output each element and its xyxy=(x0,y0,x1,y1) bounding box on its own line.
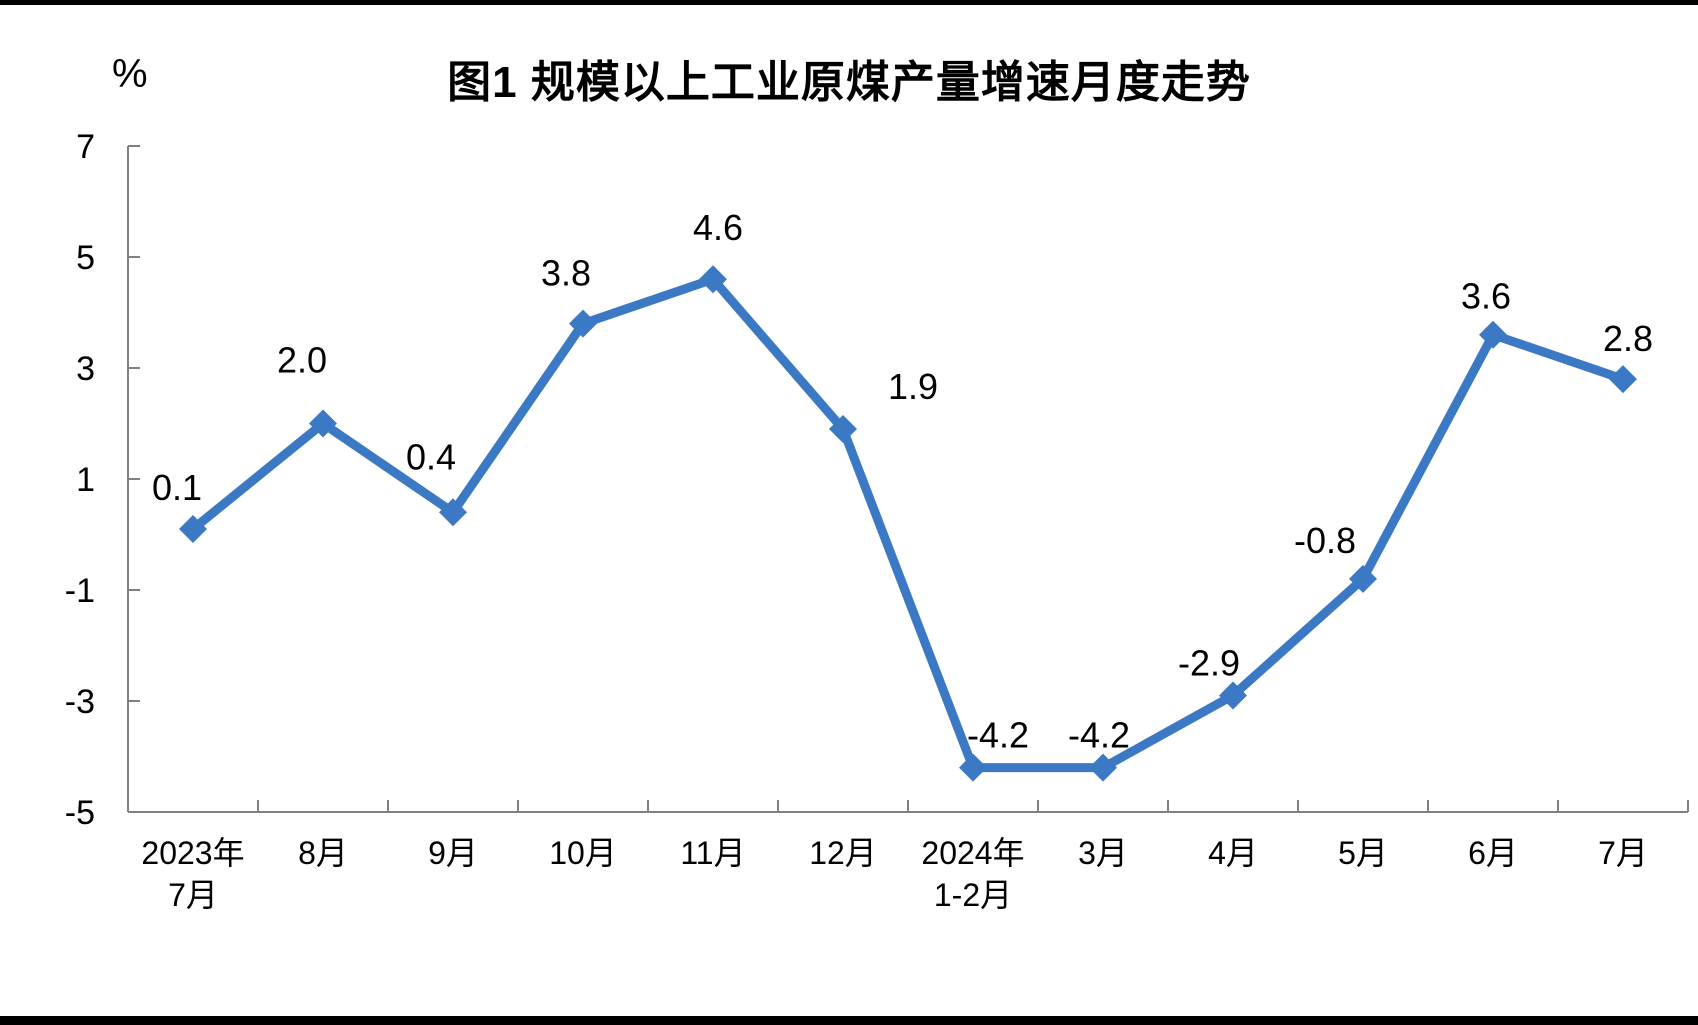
y-axis-labels: 7 5 3 1 -1 -3 -5 xyxy=(65,128,95,832)
data-label: 3.8 xyxy=(541,253,591,294)
x-tick-label: 10月 xyxy=(549,835,617,871)
x-tick-label: 4月 xyxy=(1208,835,1258,871)
data-label: -4.2 xyxy=(1068,715,1130,756)
data-point-marker xyxy=(1609,365,1637,394)
data-point-marker xyxy=(569,309,597,338)
data-point-marker xyxy=(699,265,727,294)
x-tick-label: 2023年 7月 xyxy=(141,835,244,913)
x-axis-labels: 2023年 7月 8月 9月 10月 11月 12月 2024年 1-2月 3月 4月 5月 6月 7月 xyxy=(141,835,1648,913)
x-tick-label: 9月 xyxy=(428,835,478,871)
data-label: 2.8 xyxy=(1603,318,1653,359)
data-label: 0.1 xyxy=(152,467,202,508)
data-point-marker xyxy=(829,415,857,444)
x-tick-label: 3月 xyxy=(1078,835,1128,871)
data-point-marker xyxy=(179,514,207,543)
bottom-border-bar xyxy=(0,1016,1698,1025)
data-label: -4.2 xyxy=(967,715,1029,756)
data-point-marker xyxy=(1089,753,1117,782)
x-tick-label: 8月 xyxy=(298,835,348,871)
data-label: 4.6 xyxy=(693,207,743,248)
data-label: -0.8 xyxy=(1294,520,1356,561)
y-tick-label: 5 xyxy=(76,239,95,277)
x-tick-label: 2024年 1-2月 xyxy=(921,835,1024,913)
data-label: 0.4 xyxy=(406,436,456,477)
y-tick-label: 1 xyxy=(76,461,95,499)
x-tick-label: 7月 xyxy=(1598,835,1648,871)
data-point-marker xyxy=(1349,564,1377,593)
data-point-marker xyxy=(1479,320,1507,349)
data-point-marker xyxy=(309,409,337,438)
y-tick-label: -1 xyxy=(65,572,95,610)
x-tick-label: 11月 xyxy=(680,835,745,871)
y-tick-label: 3 xyxy=(76,350,95,388)
y-axis-unit-label: % xyxy=(112,52,148,96)
data-label: 2.0 xyxy=(277,340,327,381)
data-point-marker xyxy=(439,498,467,527)
axes xyxy=(127,145,1689,813)
x-tick-label: 5月 xyxy=(1338,835,1388,871)
y-tick-label: -5 xyxy=(65,794,95,832)
data-point-marker xyxy=(1219,681,1247,710)
x-tick-label: 12月 xyxy=(809,835,877,871)
x-tick-label: 6月 xyxy=(1468,835,1518,871)
data-labels: 0.1 2.0 0.4 3.8 4.6 1.9 -4.2 -4.2 -2.9 -0.8 3.6 2.8 xyxy=(152,207,1653,755)
y-tick-label: 7 xyxy=(76,128,95,166)
top-border-bar xyxy=(0,0,1698,5)
data-point-marker xyxy=(959,753,987,782)
data-label: -2.9 xyxy=(1178,642,1240,683)
y-tick-label: -3 xyxy=(65,683,95,721)
data-label: 1.9 xyxy=(888,366,938,407)
data-label: 3.6 xyxy=(1461,276,1511,317)
data-series-line xyxy=(188,274,1628,773)
chart-title: 图1 规模以上工业原煤产量增速月度走势 xyxy=(447,58,1251,107)
data-point-markers xyxy=(179,265,1637,782)
